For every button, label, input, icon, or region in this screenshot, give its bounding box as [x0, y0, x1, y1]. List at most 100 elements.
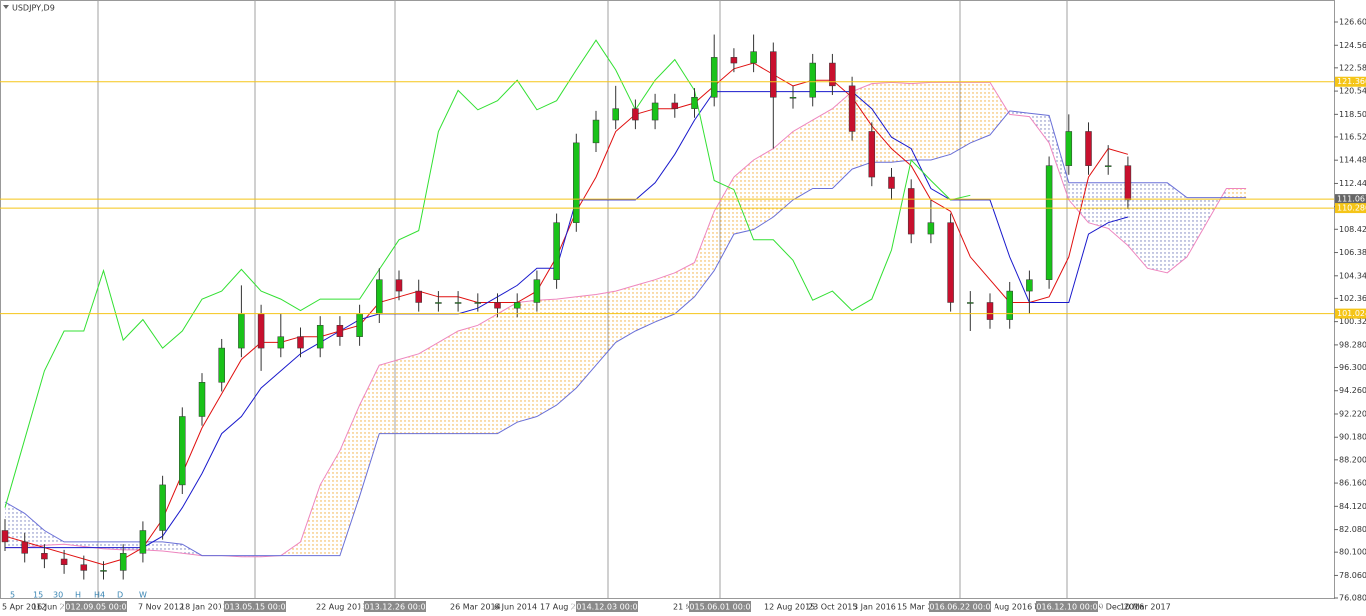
level-label-bg: [1335, 308, 1366, 319]
candle-body: [60, 558, 68, 565]
x-tick-label: 10 Mar 2017: [1120, 603, 1171, 612]
cloud-segment: [635, 279, 656, 331]
cloud-segment: [596, 291, 616, 366]
candle-body: [395, 279, 403, 292]
x-tick-label: 2013.05.15 00:00: [219, 603, 290, 612]
x-tick-label: 22 Aug 2013: [316, 603, 367, 612]
x-label-highlight: [689, 601, 751, 612]
cloud-segment: [773, 131, 793, 217]
candle-body: [1124, 165, 1132, 201]
cloud-segment: [556, 296, 577, 406]
timeframe-button[interactable]: H: [75, 591, 81, 600]
x-tick-label: 29 Dec 2016: [1093, 603, 1144, 612]
indicator-line: [4, 110, 1247, 557]
candle-body: [651, 102, 659, 121]
cloud-segment: [1049, 115, 1069, 200]
cloud-segment: [1226, 188, 1247, 198]
level-label: 111.067: [1337, 195, 1366, 204]
cloud-segment: [714, 177, 734, 271]
y-tick-label: 114.480: [1339, 156, 1366, 165]
level-label: 101.024: [1337, 309, 1366, 318]
candle-body: [1104, 165, 1112, 167]
cloud-segment: [793, 120, 813, 200]
candle-body: [494, 302, 501, 309]
y-tick-label: 120.540: [1339, 87, 1366, 96]
x-label-highlight: [929, 601, 991, 612]
cloud-segment: [576, 294, 596, 388]
y-tick-label: 126.600: [1339, 18, 1366, 27]
candle-body: [789, 97, 797, 99]
cloud-segment: [930, 82, 951, 160]
indicator-line: [5, 91, 1129, 549]
candle-body: [927, 222, 935, 235]
candle-body: [592, 119, 600, 144]
cloud-segment: [300, 484, 321, 556]
cloud-segment: [911, 82, 931, 160]
candle-body: [435, 302, 442, 304]
candle-body: [573, 142, 580, 223]
y-tick-label: 102.360: [1339, 294, 1366, 303]
x-tick-label: 6 Jun 2014: [494, 603, 537, 612]
cloud-segment: [64, 541, 84, 547]
timeframe-button[interactable]: D: [117, 591, 123, 600]
cloud-segment: [379, 359, 399, 434]
candle-body: [119, 553, 127, 571]
candle-body: [277, 336, 285, 349]
cloud-segment: [359, 365, 380, 497]
candle-body: [218, 347, 225, 383]
x-tick-label: 2016.06.22 00:00: [924, 603, 995, 612]
dropdown-icon[interactable]: [3, 5, 9, 9]
timeframe-button[interactable]: 5: [10, 591, 15, 600]
y-tick-label: 116.520: [1339, 132, 1366, 141]
plot-area: [1, 34, 1247, 580]
candle-body: [179, 416, 186, 486]
timeframe-button[interactable]: H4: [94, 591, 105, 600]
x-tick-label: 2013.12.26 00:00: [359, 603, 430, 612]
candle-body: [376, 279, 383, 315]
cloud-segment: [812, 108, 833, 189]
candle-body: [198, 382, 206, 417]
timeframe-button[interactable]: W: [139, 591, 147, 600]
timeframe-button[interactable]: 15: [33, 591, 43, 600]
cloud-segment: [5, 502, 25, 548]
y-tick-label: 96.300: [1339, 363, 1366, 372]
cloud-segment: [990, 82, 1010, 135]
candle-body: [967, 302, 974, 304]
indicator-line: [4, 39, 971, 508]
x-tick-label: 17 Aug 2014: [540, 603, 591, 612]
y-tick-label: 124.560: [1339, 41, 1366, 50]
candle-body: [1085, 131, 1092, 166]
cloud-segment: [536, 299, 557, 417]
cloud-segment: [438, 330, 459, 434]
candle-body: [1045, 165, 1053, 280]
candle-body: [336, 325, 344, 337]
candle-body: [1026, 279, 1033, 292]
y-tick-label: 106.380: [1339, 248, 1366, 257]
x-label-highlight: [224, 601, 286, 612]
x-label-highlight: [65, 601, 127, 612]
cloud-segment: [674, 262, 695, 314]
candle-body: [691, 97, 698, 109]
candle-body: [947, 222, 954, 303]
candle-body: [139, 530, 147, 554]
candle-body: [297, 336, 304, 349]
y-tick-label: 78.060: [1339, 571, 1366, 580]
x-tick-label: 23 Oct 2015: [808, 603, 857, 612]
level-label-bg: [1335, 194, 1366, 205]
level-label: 121.360: [1337, 77, 1366, 86]
y-tick-label: 118.500: [1339, 110, 1366, 119]
cloud-segment: [477, 313, 498, 434]
timeframe-button[interactable]: 30: [53, 591, 63, 600]
x-tick-label: 12 Aug 2015: [764, 603, 815, 612]
candle-body: [829, 62, 836, 87]
candle-body: [710, 57, 718, 98]
cloud-segment: [1068, 182, 1089, 223]
y-tick-label: 122.580: [1339, 63, 1366, 72]
cloud-segment: [753, 148, 774, 230]
x-tick-label: 2015.06.01 00:00: [684, 603, 755, 612]
cloud-segment: [517, 300, 537, 423]
x-tick-label: 15 Mar 2016: [897, 603, 948, 612]
candle-body: [848, 85, 856, 132]
